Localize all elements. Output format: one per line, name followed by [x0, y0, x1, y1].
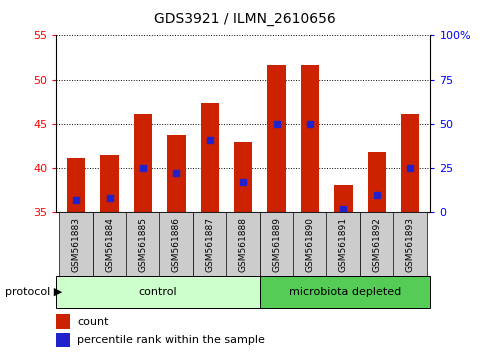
Text: GSM561893: GSM561893 — [405, 217, 414, 272]
Text: GDS3921 / ILMN_2610656: GDS3921 / ILMN_2610656 — [153, 12, 335, 27]
Bar — [192, 212, 226, 276]
Bar — [56, 314, 70, 329]
Text: GSM561890: GSM561890 — [305, 217, 314, 272]
Bar — [334, 185, 352, 212]
Text: GSM561887: GSM561887 — [205, 217, 214, 272]
Bar — [292, 212, 326, 276]
Bar — [226, 212, 260, 276]
Bar — [326, 212, 360, 276]
Bar — [300, 64, 319, 212]
Bar — [67, 159, 85, 212]
Text: GSM561885: GSM561885 — [138, 217, 147, 272]
Bar — [56, 332, 70, 347]
Bar — [56, 276, 260, 308]
Bar — [134, 114, 152, 212]
Text: GSM561891: GSM561891 — [338, 217, 347, 272]
Bar — [200, 103, 219, 212]
Bar — [392, 212, 427, 276]
Bar — [93, 212, 126, 276]
Bar — [126, 212, 160, 276]
Text: microbiota depleted: microbiota depleted — [288, 287, 401, 297]
Bar — [234, 142, 252, 212]
Bar — [367, 152, 385, 212]
Text: protocol ▶: protocol ▶ — [5, 287, 62, 297]
Text: count: count — [77, 316, 108, 327]
Bar — [400, 114, 419, 212]
Text: GSM561889: GSM561889 — [272, 217, 281, 272]
Bar — [359, 212, 393, 276]
Text: GSM561884: GSM561884 — [105, 217, 114, 272]
Bar — [167, 135, 185, 212]
Bar — [260, 276, 429, 308]
Text: GSM561892: GSM561892 — [372, 217, 381, 272]
Bar — [267, 64, 285, 212]
Text: GSM561883: GSM561883 — [72, 217, 81, 272]
Text: GSM561888: GSM561888 — [238, 217, 247, 272]
Bar — [101, 155, 119, 212]
Text: GSM561886: GSM561886 — [172, 217, 181, 272]
Bar — [159, 212, 193, 276]
Bar — [59, 212, 93, 276]
Bar — [259, 212, 293, 276]
Text: percentile rank within the sample: percentile rank within the sample — [77, 335, 264, 345]
Text: control: control — [139, 287, 177, 297]
